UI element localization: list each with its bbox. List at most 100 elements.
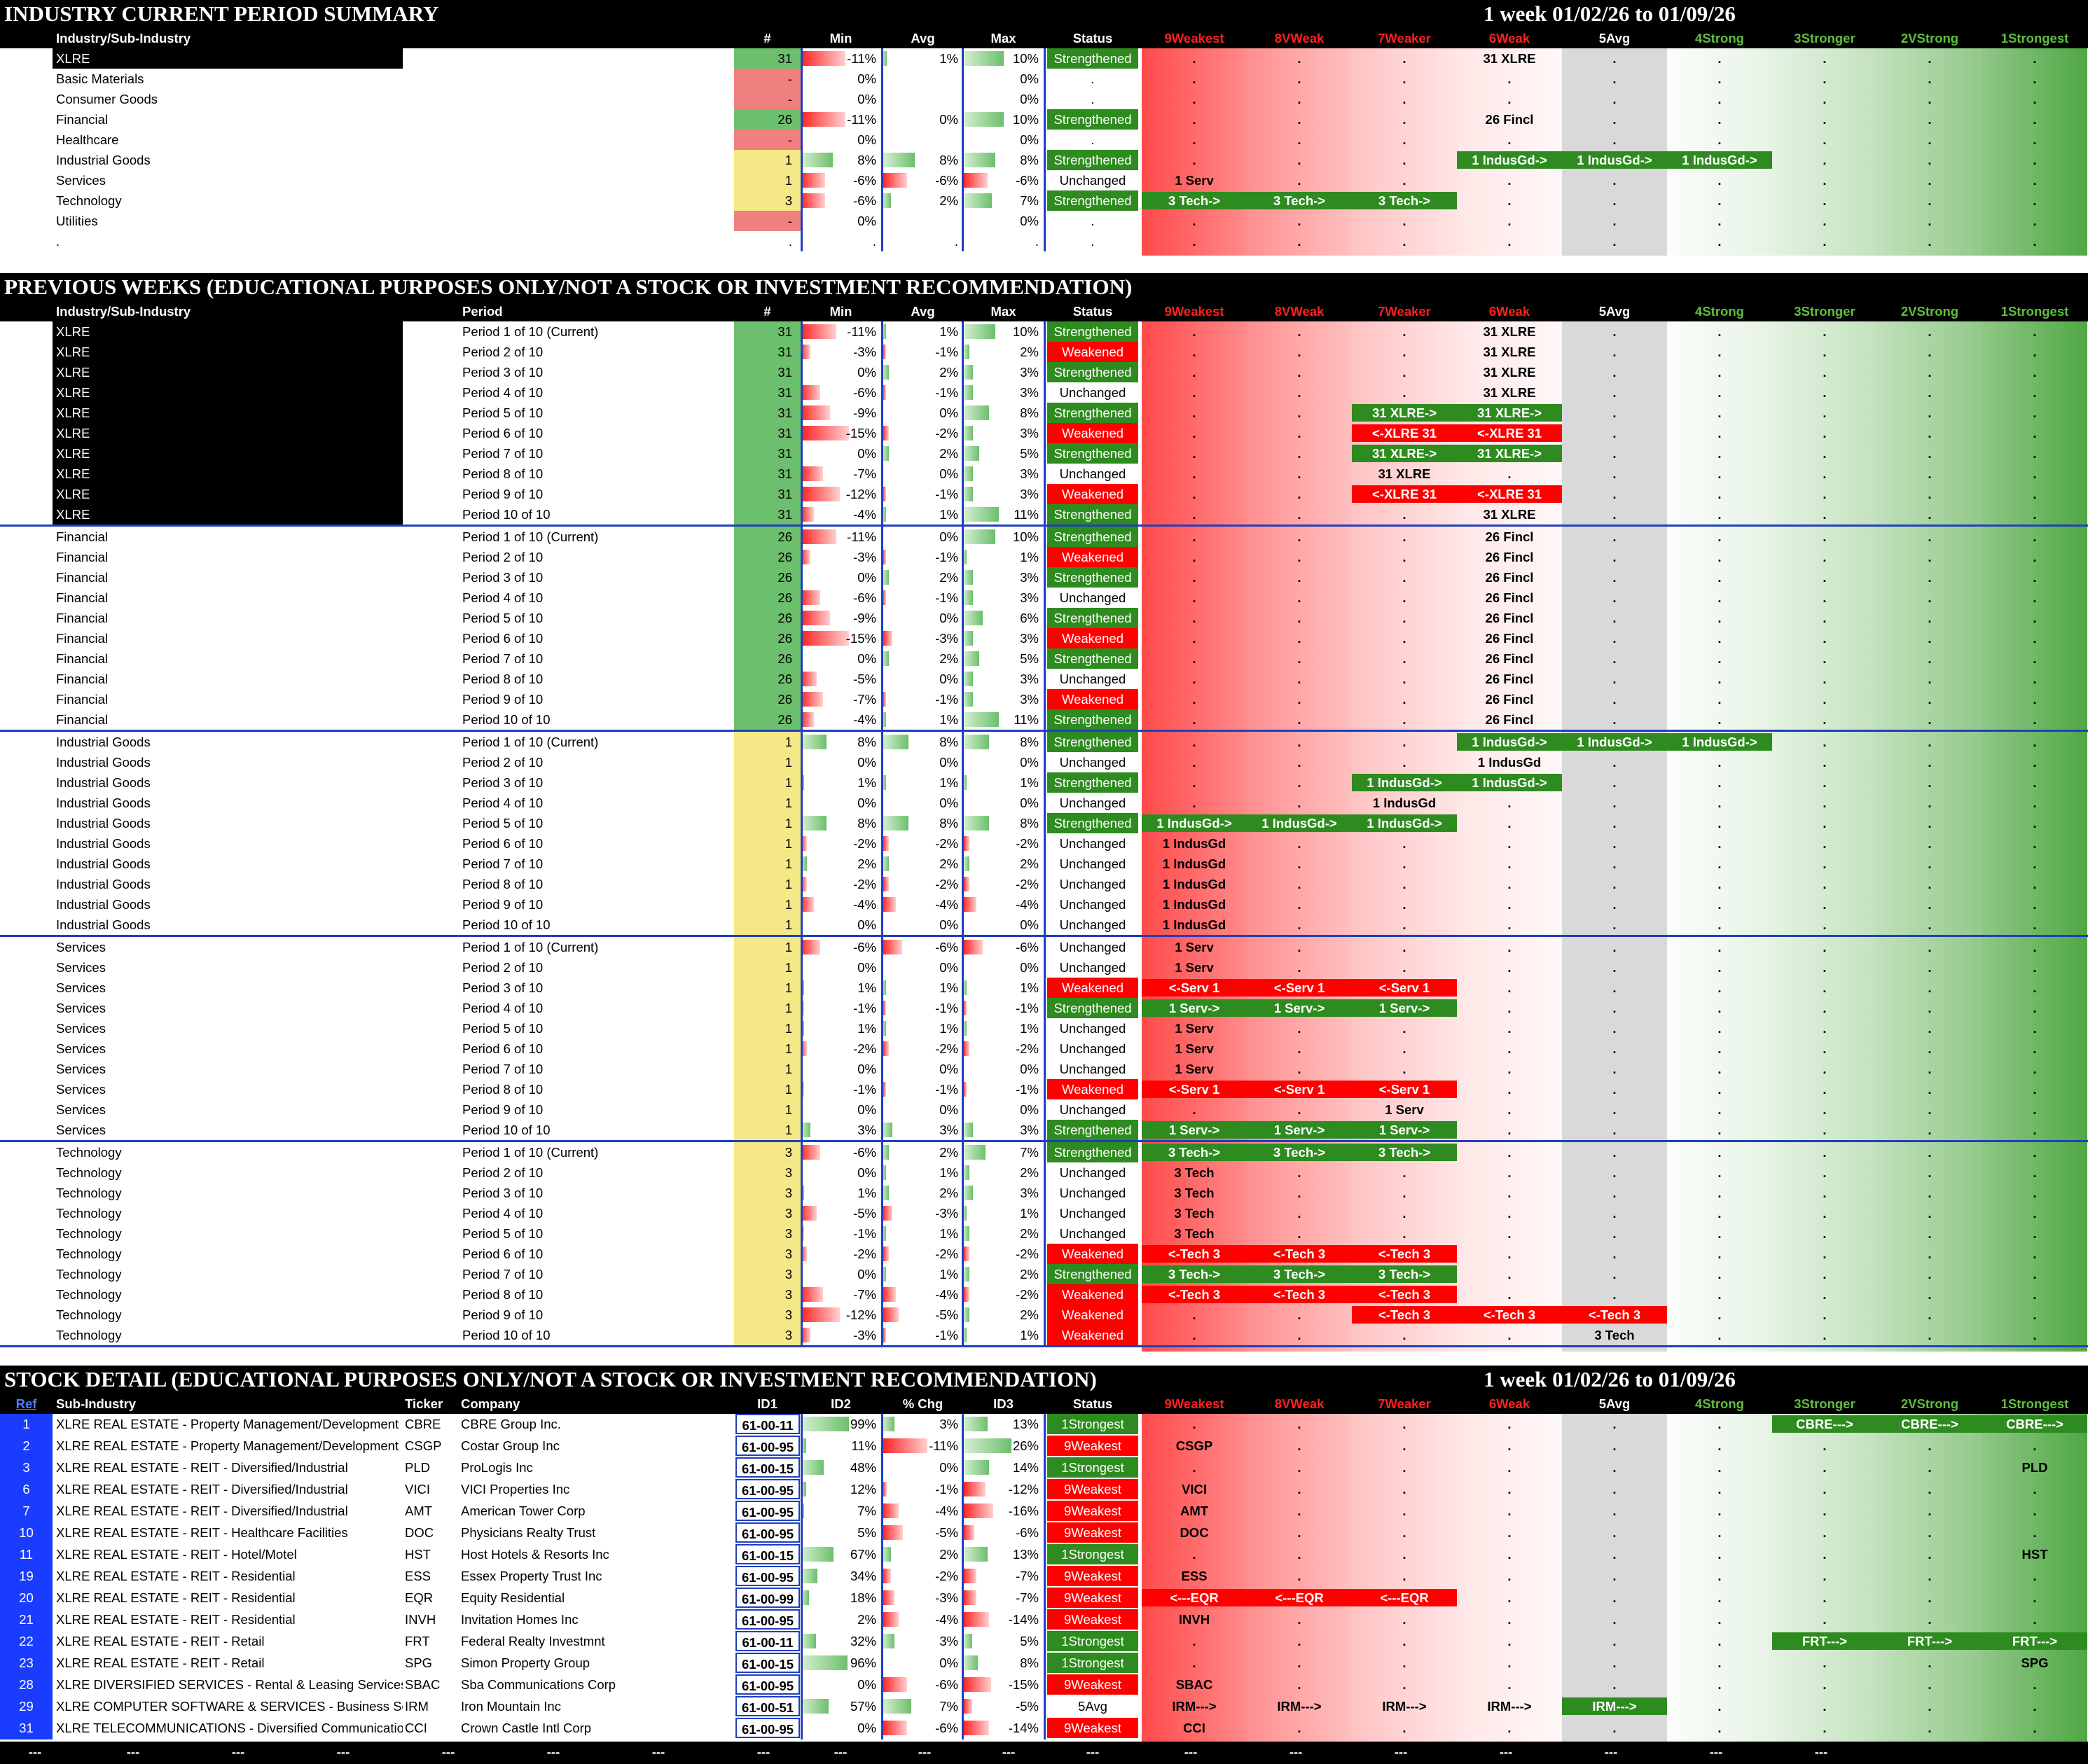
ref-link[interactable]: 20 [19,1590,34,1605]
count-cell: 1 [734,937,801,957]
header-max: Max [990,31,1016,46]
tier-cell: . [1612,487,1617,501]
tier-cell: . [1402,1226,1406,1241]
tier-cell: . [1823,1547,1827,1562]
tier-cell: . [1192,132,1196,147]
ref-link[interactable]: 6 [22,1482,30,1496]
tier-header: 3Stronger [1794,31,1855,46]
industry-name: Industrial Goods [56,917,151,932]
ref-link[interactable]: 31 [19,1721,34,1735]
tier-cell: . [1297,153,1301,167]
negative-bar [801,712,814,727]
value-cell: 1% [939,980,958,995]
tier-cell: . [1823,796,1827,810]
tier-cell: . [1928,1102,1932,1117]
value-cell: 0% [857,92,876,106]
tier-cell: 31 XLRE [1378,466,1431,481]
tier-cell: . [1717,112,1722,127]
status-cell: Strengthened [1047,48,1138,69]
ref-link[interactable]: 22 [19,1634,34,1648]
value-cell: -1% [935,345,958,359]
value-cell: -6% [853,193,876,208]
tier-cell: . [1717,1721,1722,1735]
tier-cell: . [1717,856,1722,871]
ref-link[interactable]: 11 [19,1547,34,1562]
period-label: Period 5 of 10 [462,611,544,625]
tier-cell-highlight: 31 XLRE-> [1457,445,1562,462]
positive-bar [883,570,890,585]
tier-cell: . [1402,71,1406,86]
value-cell: -3% [853,1328,876,1342]
ref-link[interactable]: 7 [22,1503,30,1518]
tier-cell: . [1402,529,1406,544]
ticker: VICI [405,1482,430,1496]
ref-link[interactable]: 21 [19,1612,34,1627]
ref-link[interactable]: 1 [22,1417,30,1431]
tier-cell: . [1823,692,1827,707]
tier-header: 1Strongest [2000,1396,2069,1411]
negative-bar [801,193,825,208]
value-cell: -6% [1016,1525,1039,1540]
positive-bar [801,816,827,831]
tier-cell: . [1402,1482,1406,1496]
value-cell: -11% [847,112,876,127]
footer-cell: --- [28,1744,42,1759]
count-cell: 31 [734,443,801,464]
status-cell: Weakened [1047,423,1138,443]
tier-cell: 3 Tech [1174,1206,1215,1221]
tier-cell: . [1297,324,1301,339]
tier-cell: . [1297,1041,1301,1056]
count-cell: 1 [734,854,801,874]
header-ref[interactable]: Ref [15,1396,37,1411]
tier-cell-highlight: 1 IndusGd-> [1457,151,1562,169]
negative-bar [883,487,886,501]
value-cell: 2% [939,856,958,871]
tier-cell-highlight: <-Serv 1 [1352,1081,1457,1098]
industry-name: Technology [56,1267,122,1282]
tier-cell: . [1717,631,1722,646]
tier-cell: . [2033,234,2037,249]
ref-link[interactable]: 10 [19,1525,34,1540]
industry-name: XLRE [56,487,90,501]
tier-cell: . [1717,836,1722,851]
tier-cell: . [1928,1001,1932,1015]
tier-cell: . [1507,1503,1512,1518]
tier-cell: . [1297,917,1301,932]
industry-name: XLRE [56,426,90,440]
ref-link[interactable]: 23 [19,1655,34,1670]
ref-link[interactable]: 28 [19,1677,34,1692]
tier-cell: . [1823,755,1827,770]
tier-cell: . [1507,71,1512,86]
tier-cell: . [1192,153,1196,167]
value-cell: 0% [939,1655,958,1670]
tier-cell: . [2033,1612,2037,1627]
tier-cell: . [1612,897,1617,912]
sub-industry: XLRE DIVERSIFIED SERVICES - Rental & Lea… [56,1677,403,1692]
tier-cell: . [1717,816,1722,831]
ref-cell-bg [0,1501,53,1522]
tier-cell: . [1192,735,1196,749]
ref-link[interactable]: 29 [19,1699,34,1714]
ref-link[interactable]: 19 [19,1569,34,1583]
value-cell: 0% [1020,917,1039,932]
tier-cell: . [1717,132,1722,147]
positive-bar [963,1438,1012,1453]
ref-link[interactable]: 3 [22,1460,30,1475]
tier-cell: . [1402,112,1406,127]
tier-cell: . [1717,507,1722,522]
tier-cell: . [1402,1206,1406,1221]
tier-cell: . [1297,775,1301,790]
week-range: 1 week 01/02/26 to 01/09/26 [1484,1367,1736,1391]
value-cell: -2% [1016,877,1039,891]
value-cell: -14% [1008,1721,1039,1735]
positive-bar [963,672,973,686]
tier-cell: . [1612,426,1617,440]
ref-link[interactable]: 2 [22,1438,30,1453]
tier-cell-highlight: 3 Tech-> [1247,1144,1352,1161]
tier-cell: . [1612,1246,1617,1261]
tier-cell: . [1192,365,1196,380]
company-name: Simon Property Group [461,1655,590,1670]
tier-cell: . [1928,1590,1932,1605]
tier-cell: . [2033,611,2037,625]
tier-cell: . [1928,897,1932,912]
